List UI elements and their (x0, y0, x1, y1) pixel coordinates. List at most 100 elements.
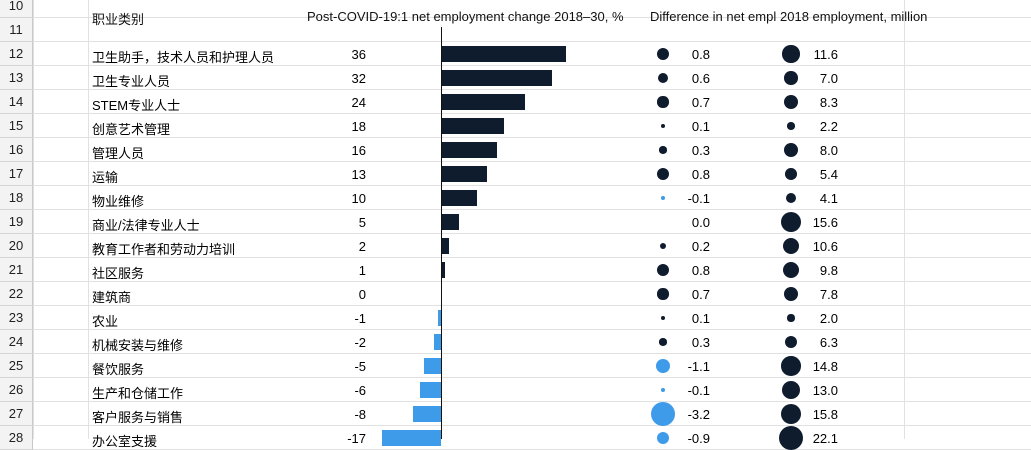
row-header[interactable]: 22 (0, 282, 33, 306)
difference-value[interactable]: -0.1 (687, 383, 710, 398)
employment-value[interactable]: 6.3 (819, 335, 838, 350)
row-header[interactable]: 15 (0, 114, 33, 138)
difference-value[interactable]: 0.3 (691, 335, 710, 350)
change-value[interactable]: 24 (351, 95, 366, 110)
category-label[interactable]: 办公室支援 (92, 434, 158, 449)
category-label[interactable]: 运输 (92, 170, 119, 185)
category-label[interactable]: 农业 (92, 314, 119, 329)
employment-value[interactable]: 11.6 (813, 47, 838, 62)
difference-header[interactable]: Difference in net empl (650, 9, 777, 24)
row-header[interactable]: 13 (0, 66, 33, 90)
employment-value[interactable]: 2.2 (819, 119, 838, 134)
employment-value[interactable]: 10.6 (812, 239, 838, 254)
difference-bubble (660, 195, 666, 201)
row-header[interactable]: 14 (0, 90, 33, 114)
row-header[interactable]: 18 (0, 186, 33, 210)
category-label[interactable]: 卫生专业人员 (92, 74, 171, 89)
category-label[interactable]: 餐饮服务 (92, 362, 145, 377)
row-header[interactable]: 24 (0, 330, 33, 354)
employment-bubble (783, 262, 799, 278)
difference-value[interactable]: 0.8 (691, 263, 710, 278)
difference-value[interactable]: -3.2 (687, 407, 710, 422)
change-value[interactable]: 13 (351, 167, 366, 182)
row-header[interactable]: 21 (0, 258, 33, 282)
change-value[interactable]: -8 (354, 407, 366, 422)
grid-row-line (33, 89, 1031, 90)
row-header[interactable]: 16 (0, 138, 33, 162)
difference-value[interactable]: 0.7 (691, 287, 710, 302)
change-value[interactable]: 5 (358, 215, 366, 230)
category-label[interactable]: 管理人员 (92, 146, 145, 161)
change-value[interactable]: 32 (351, 71, 366, 86)
category-label[interactable]: 卫生助手，技术人员和护理人员 (92, 50, 275, 65)
difference-value[interactable]: -1.1 (687, 359, 710, 374)
employment-bubble (779, 426, 803, 450)
employment-value[interactable]: 2.0 (819, 311, 838, 326)
grid-row-line (33, 17, 1031, 18)
difference-value[interactable]: -0.1 (687, 191, 710, 206)
category-label[interactable]: 机械安装与维修 (92, 338, 184, 353)
category-label[interactable]: 生产和仓储工作 (92, 386, 184, 401)
row-header[interactable]: 11 (0, 18, 33, 42)
employment-value[interactable]: 7.0 (819, 71, 838, 86)
row-header[interactable]: 26 (0, 378, 33, 402)
employment-value[interactable]: 15.6 (812, 215, 838, 230)
category-label[interactable]: STEM专业人士 (92, 98, 181, 113)
difference-value[interactable]: 0.7 (691, 95, 710, 110)
row-header[interactable]: 20 (0, 234, 33, 258)
category-label[interactable]: 建筑商 (92, 290, 132, 305)
difference-bubble (659, 338, 667, 346)
change-bar (442, 46, 567, 62)
employment-value[interactable]: 4.1 (819, 191, 838, 206)
employment-value[interactable]: 7.8 (819, 287, 838, 302)
employment-value[interactable]: 8.3 (819, 95, 838, 110)
category-label[interactable]: 物业维修 (92, 194, 145, 209)
employment-value[interactable]: 9.8 (819, 263, 838, 278)
difference-value[interactable]: 0.8 (691, 47, 710, 62)
row-header[interactable]: 25 (0, 354, 33, 378)
category-label[interactable]: 客户服务与销售 (92, 410, 184, 425)
grid-column-line (904, 0, 905, 439)
change-value[interactable]: 2 (358, 239, 366, 254)
employment-value[interactable]: 15.8 (812, 407, 838, 422)
row-header[interactable]: 23 (0, 306, 33, 330)
change-value[interactable]: -6 (354, 383, 366, 398)
change-value[interactable]: 16 (351, 143, 366, 158)
employment-value[interactable]: 14.8 (812, 359, 838, 374)
grid-row-line (33, 233, 1031, 234)
change-value[interactable]: 36 (351, 47, 366, 62)
change-value[interactable]: -2 (354, 335, 366, 350)
change-value[interactable]: 18 (351, 119, 366, 134)
employment-value[interactable]: 5.4 (819, 167, 838, 182)
difference-value[interactable]: 0.3 (691, 143, 710, 158)
employment-value[interactable]: 8.0 (819, 143, 838, 158)
category-label[interactable]: 商业/法律专业人士 (92, 218, 200, 233)
change-value[interactable]: 0 (358, 287, 366, 302)
row-header[interactable]: 19 (0, 210, 33, 234)
change-header[interactable]: Post-COVID-19:1 net employment change 20… (307, 9, 624, 24)
row-header[interactable]: 28 (0, 426, 33, 450)
difference-value[interactable]: 0.8 (691, 167, 710, 182)
difference-value[interactable]: 0.6 (691, 71, 710, 86)
difference-value[interactable]: 0.1 (691, 311, 710, 326)
category-header[interactable]: 职业类别 (92, 12, 145, 27)
category-label[interactable]: 教育工作者和劳动力培训 (92, 242, 236, 257)
category-label[interactable]: 社区服务 (92, 266, 145, 281)
difference-value[interactable]: 0.2 (691, 239, 710, 254)
difference-value[interactable]: 0.0 (691, 215, 710, 230)
category-label[interactable]: 创意艺术管理 (92, 122, 171, 137)
change-value[interactable]: 10 (351, 191, 366, 206)
difference-value[interactable]: 0.1 (691, 119, 710, 134)
row-header[interactable]: 17 (0, 162, 33, 186)
change-bar (413, 406, 441, 422)
row-header[interactable]: 12 (0, 42, 33, 66)
grid-row-line (33, 65, 1031, 66)
employment-value[interactable]: 13.0 (812, 383, 838, 398)
change-value[interactable]: -1 (354, 311, 366, 326)
employment-header[interactable]: 2018 employment, million (780, 9, 928, 24)
row-header[interactable]: 27 (0, 402, 33, 426)
row-header[interactable]: 10 (0, 0, 33, 18)
change-value[interactable]: -5 (354, 359, 366, 374)
difference-bubble (657, 288, 669, 300)
change-value[interactable]: 1 (358, 263, 366, 278)
